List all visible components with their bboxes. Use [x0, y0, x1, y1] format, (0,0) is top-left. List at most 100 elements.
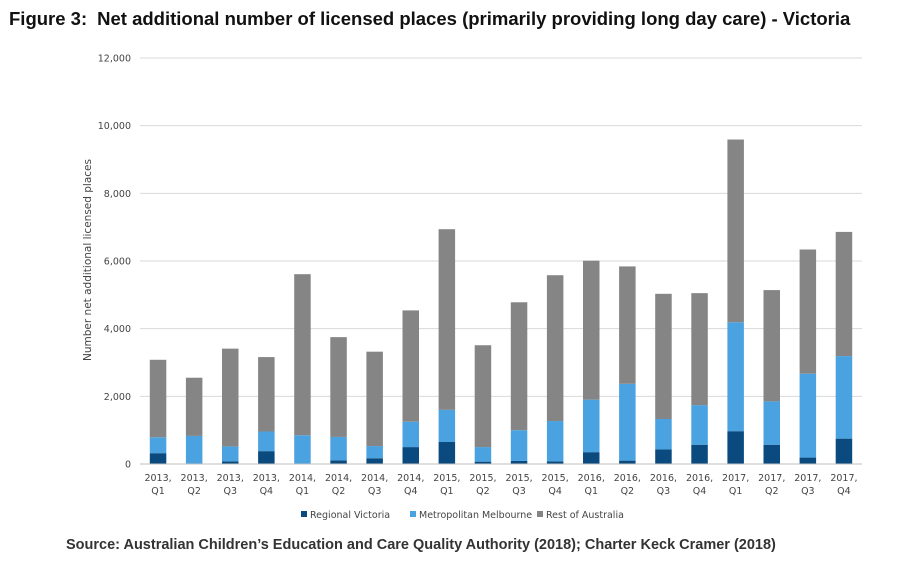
bar-rest [258, 357, 275, 432]
y-tick-label: 10,000 [98, 121, 131, 132]
bar-metro [510, 430, 528, 461]
x-tick-label-quarter: Q4 [548, 486, 562, 497]
x-tick-label-quarter: Q2 [187, 486, 201, 497]
x-tick-label-quarter: Q1 [584, 486, 598, 497]
x-tick-label-year: 2013, [217, 473, 244, 484]
legend-swatch-rest [537, 511, 543, 517]
x-tick-label-year: 2013, [253, 473, 280, 484]
bar-rest [438, 229, 456, 410]
x-tick-label-year: 2014, [289, 473, 316, 484]
x-tick-label-year: 2016, [578, 473, 605, 484]
bar-rest [763, 290, 780, 402]
bar-metro [222, 446, 239, 462]
bar-metro [583, 399, 600, 453]
bar-rest [185, 377, 203, 436]
bar-regional [474, 461, 492, 464]
y-tick-label: 4,000 [104, 324, 131, 335]
x-tick-label-quarter: Q1 [296, 486, 310, 497]
bar-rest [583, 260, 600, 400]
bar-regional [619, 460, 636, 464]
bar-metro [546, 421, 564, 462]
x-tick-label-year: 2017, [794, 473, 821, 484]
bar-rest [510, 302, 528, 431]
x-tick-label-year: 2017, [722, 473, 749, 484]
bar-rest [619, 266, 636, 384]
x-tick-label-quarter: Q1 [151, 486, 165, 497]
x-tick-label-year: 2016, [686, 473, 713, 484]
x-tick-label-year: 2014, [325, 473, 352, 484]
x-tick-label-quarter: Q2 [765, 486, 779, 497]
bar-metro [799, 373, 817, 458]
bar-rest [330, 337, 347, 437]
bar-rest [294, 274, 311, 436]
bar-metro [294, 435, 311, 464]
x-tick-label-year: 2013, [144, 473, 171, 484]
x-tick-label-quarter: Q3 [657, 486, 671, 497]
y-tick-label: 2,000 [104, 392, 131, 403]
bar-regional [763, 444, 780, 464]
bar-metro [727, 322, 744, 432]
x-tick-label-year: 2015, [469, 473, 496, 484]
bar-regional [438, 442, 456, 464]
x-tick-label-quarter: Q4 [260, 486, 274, 497]
x-tick-label-year: 2016, [650, 473, 677, 484]
bar-metro [619, 383, 636, 461]
bar-metro [438, 409, 456, 443]
bar-regional [546, 461, 564, 464]
bar-metro [185, 435, 203, 464]
x-tick-label-quarter: Q3 [801, 486, 815, 497]
x-tick-label-year: 2015, [505, 473, 532, 484]
y-tick-label: 0 [125, 460, 131, 471]
bar-rest [835, 231, 853, 357]
x-tick-label-year: 2015, [433, 473, 460, 484]
bar-regional [583, 452, 600, 464]
x-tick-label-quarter: Q3 [512, 486, 526, 497]
x-tick-label-year: 2016, [614, 473, 641, 484]
bar-metro [149, 437, 167, 454]
bar-metro [474, 447, 492, 462]
bar-regional [691, 444, 708, 464]
x-tick-label-quarter: Q3 [368, 486, 382, 497]
x-tick-label-year: 2015, [542, 473, 569, 484]
gridlines [140, 57, 862, 397]
figure-title: Figure 3: Net additional number of licens… [9, 8, 850, 30]
bar-rest [727, 139, 744, 323]
y-tick-label: 6,000 [104, 257, 131, 268]
x-tick-label-quarter: Q1 [440, 486, 454, 497]
bar-rest [222, 348, 239, 447]
bar-metro [763, 401, 780, 445]
bar-metro [366, 446, 383, 459]
bar-metro [691, 405, 708, 445]
x-tick-label-year: 2014, [397, 473, 424, 484]
bar-rest [691, 293, 708, 406]
legend: Regional Victoria Metropolitan Melbourne R… [301, 510, 624, 521]
figure-title-text: Net additional number of licensed places… [97, 8, 851, 29]
x-tick-label-year: 2014, [361, 473, 388, 484]
bar-rest [799, 249, 817, 374]
bar-rest [546, 275, 564, 422]
x-tick-label-year: 2017, [758, 473, 785, 484]
bar-regional [402, 447, 419, 464]
y-tick-labels: 0 2,000 4,000 6,000 8,000 10,000 12,000 [98, 54, 131, 471]
bar-rest [655, 293, 672, 420]
bar-regional [799, 457, 817, 464]
legend-label-rest: Rest of Australia [546, 510, 624, 521]
y-axis-title: Number net additional licensed places [82, 159, 94, 361]
bar-metro [330, 436, 347, 461]
x-tick-label-quarter: Q4 [693, 486, 707, 497]
x-tick-label-quarter: Q2 [476, 486, 490, 497]
source-note: Source: Australian Children’s Education … [66, 537, 776, 553]
x-tick-label-quarter: Q1 [729, 486, 743, 497]
bar-regional [727, 431, 744, 464]
bars [149, 139, 853, 464]
x-tick-label-quarter: Q2 [332, 486, 346, 497]
x-tick-label-year: 2013, [181, 473, 208, 484]
legend-label-regional: Regional Victoria [310, 510, 390, 521]
bar-rest [366, 351, 383, 447]
bar-metro [258, 431, 275, 452]
legend-swatch-metro [410, 511, 416, 517]
bar-metro [402, 421, 419, 448]
legend-label-metro: Metropolitan Melbourne [419, 510, 532, 521]
x-tick-label-quarter: Q4 [837, 486, 851, 497]
